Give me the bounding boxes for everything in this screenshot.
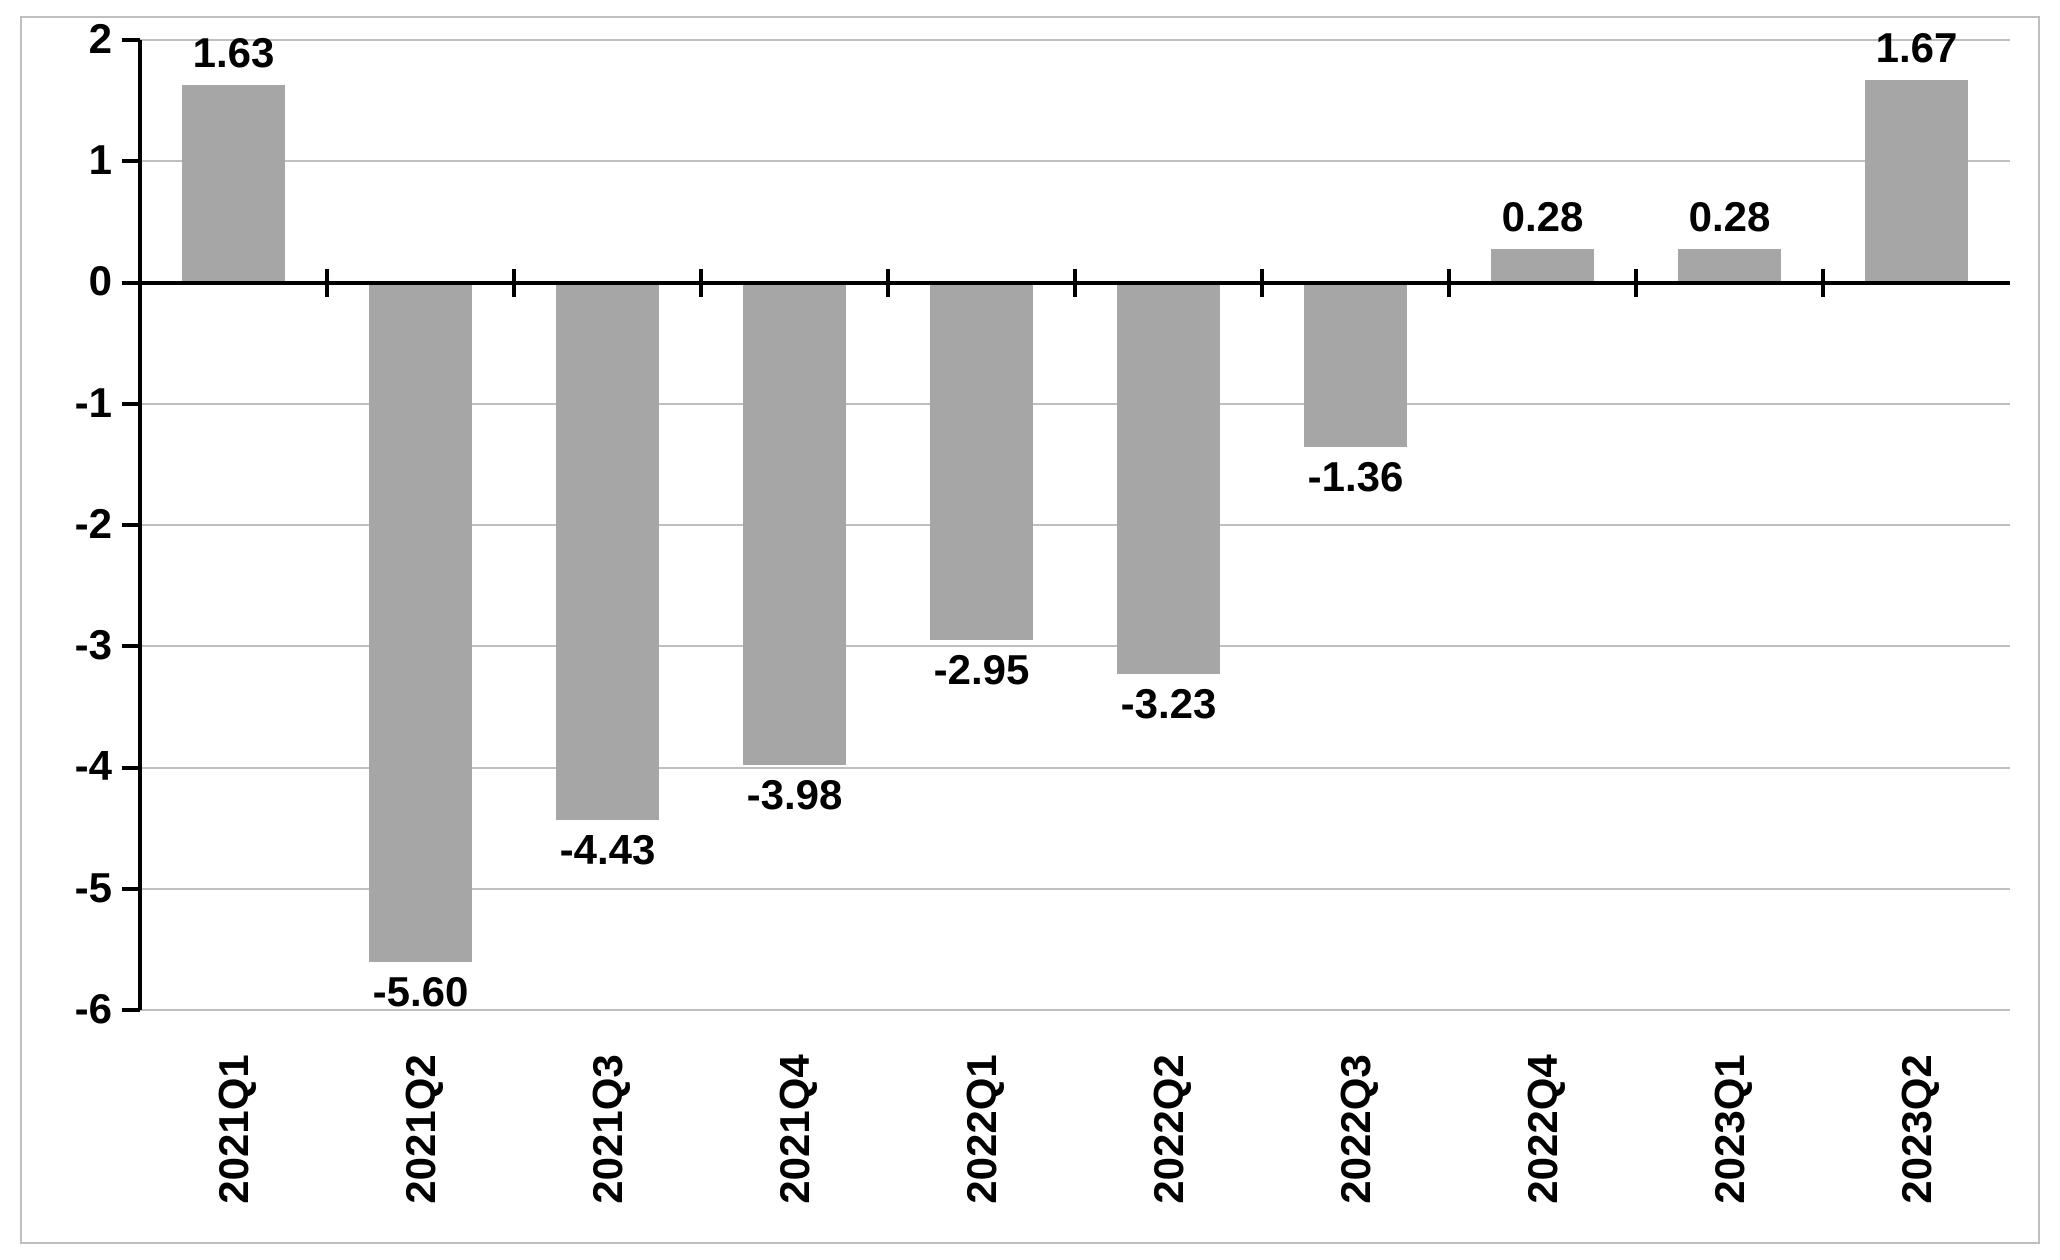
gridline <box>140 160 2010 162</box>
x-tick <box>699 283 703 297</box>
data-label: 0.28 <box>1451 193 1634 241</box>
data-label: -3.98 <box>703 771 886 819</box>
y-tick-label: -1 <box>22 379 112 427</box>
y-tick-label: 1 <box>22 136 112 184</box>
x-tick-label: 2021Q2 <box>397 1029 445 1229</box>
bar <box>1865 80 1968 282</box>
x-tick <box>1073 283 1077 297</box>
x-tick-label: 2021Q4 <box>771 1029 819 1229</box>
data-label: 0.28 <box>1638 193 1821 241</box>
y-tick-label: -5 <box>22 864 112 912</box>
y-tick-label: -3 <box>22 621 112 669</box>
y-tick-label: -2 <box>22 500 112 548</box>
chart-container: -6 -5 -4 -3 -2 -1 0 1 2 1.63 2021Q1 -5.60 2021Q2 -4.4… <box>0 0 2060 1260</box>
bar <box>182 85 285 283</box>
bar <box>1678 249 1781 283</box>
x-tick-label: 2021Q3 <box>584 1029 632 1229</box>
x-tick-label: 2021Q1 <box>210 1029 258 1229</box>
gridline <box>140 39 2010 41</box>
bar <box>556 283 659 820</box>
data-label: 1.67 <box>1825 24 2008 72</box>
x-tick <box>325 283 329 297</box>
data-label: 1.63 <box>142 29 325 77</box>
bar <box>1117 283 1220 675</box>
y-tick-label: -4 <box>22 742 112 790</box>
x-tick <box>886 283 890 297</box>
data-label: -4.43 <box>516 826 699 874</box>
x-tick-label: 2022Q2 <box>1145 1029 1193 1229</box>
x-tick-label: 2022Q1 <box>958 1029 1006 1229</box>
data-label: -2.95 <box>890 646 1073 694</box>
y-tick-label: 0 <box>22 257 112 305</box>
y-tick-label: -6 <box>22 985 112 1033</box>
data-label: -5.60 <box>329 968 512 1016</box>
y-tick-label: 2 <box>22 15 112 63</box>
x-tick <box>1634 283 1638 297</box>
x-tick-label: 2023Q1 <box>1706 1029 1754 1229</box>
plot-area: -6-5-4-3-2-10121.632021Q1-5.602021Q2-4.4… <box>140 40 2010 1010</box>
x-tick <box>1447 283 1451 297</box>
x-tick <box>1821 283 1825 297</box>
data-label: -3.23 <box>1077 680 1260 728</box>
bar <box>1304 283 1407 448</box>
x-tick-label: 2022Q4 <box>1519 1029 1567 1229</box>
bar <box>369 283 472 962</box>
x-tick-label: 2023Q2 <box>1893 1029 1941 1229</box>
bar <box>1491 249 1594 283</box>
y-axis <box>138 40 142 1010</box>
x-tick <box>1260 283 1264 297</box>
bar <box>930 283 1033 641</box>
bar <box>743 283 846 766</box>
x-axis <box>140 281 2010 285</box>
data-label: -1.36 <box>1264 453 1447 501</box>
x-tick <box>512 283 516 297</box>
x-tick-label: 2022Q3 <box>1332 1029 1380 1229</box>
